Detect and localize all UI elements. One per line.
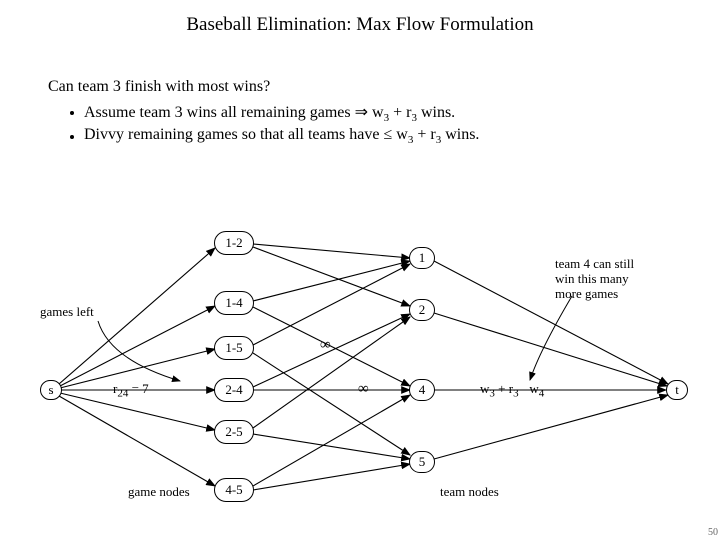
node-g14: 1-4 (214, 291, 254, 315)
node-t2: 2 (409, 299, 435, 321)
label-inf2: ∞ (358, 381, 369, 398)
node-g15: 1-5 (214, 336, 254, 360)
label-inf1: ∞ (320, 337, 331, 354)
node-t1: 1 (409, 247, 435, 269)
node-t: t (666, 380, 688, 400)
node-g25: 2-5 (214, 420, 254, 444)
annotation-team4: team 4 can still win this many more game… (555, 257, 634, 302)
page-number: 50 (708, 527, 718, 538)
label-games-left: games left (40, 304, 94, 320)
label-cap: w3 + r3 - w4 (480, 381, 544, 400)
label-game-nodes: game nodes (128, 484, 190, 500)
node-t4: 4 (409, 379, 435, 401)
node-g24: 2-4 (214, 378, 254, 402)
node-g12: 1-2 (214, 231, 254, 255)
node-g45: 4-5 (214, 478, 254, 502)
label-team-nodes: team nodes (440, 484, 499, 500)
node-s: s (40, 380, 62, 400)
node-t5: 5 (409, 451, 435, 473)
label-r24: r24 = 7 (113, 381, 149, 400)
